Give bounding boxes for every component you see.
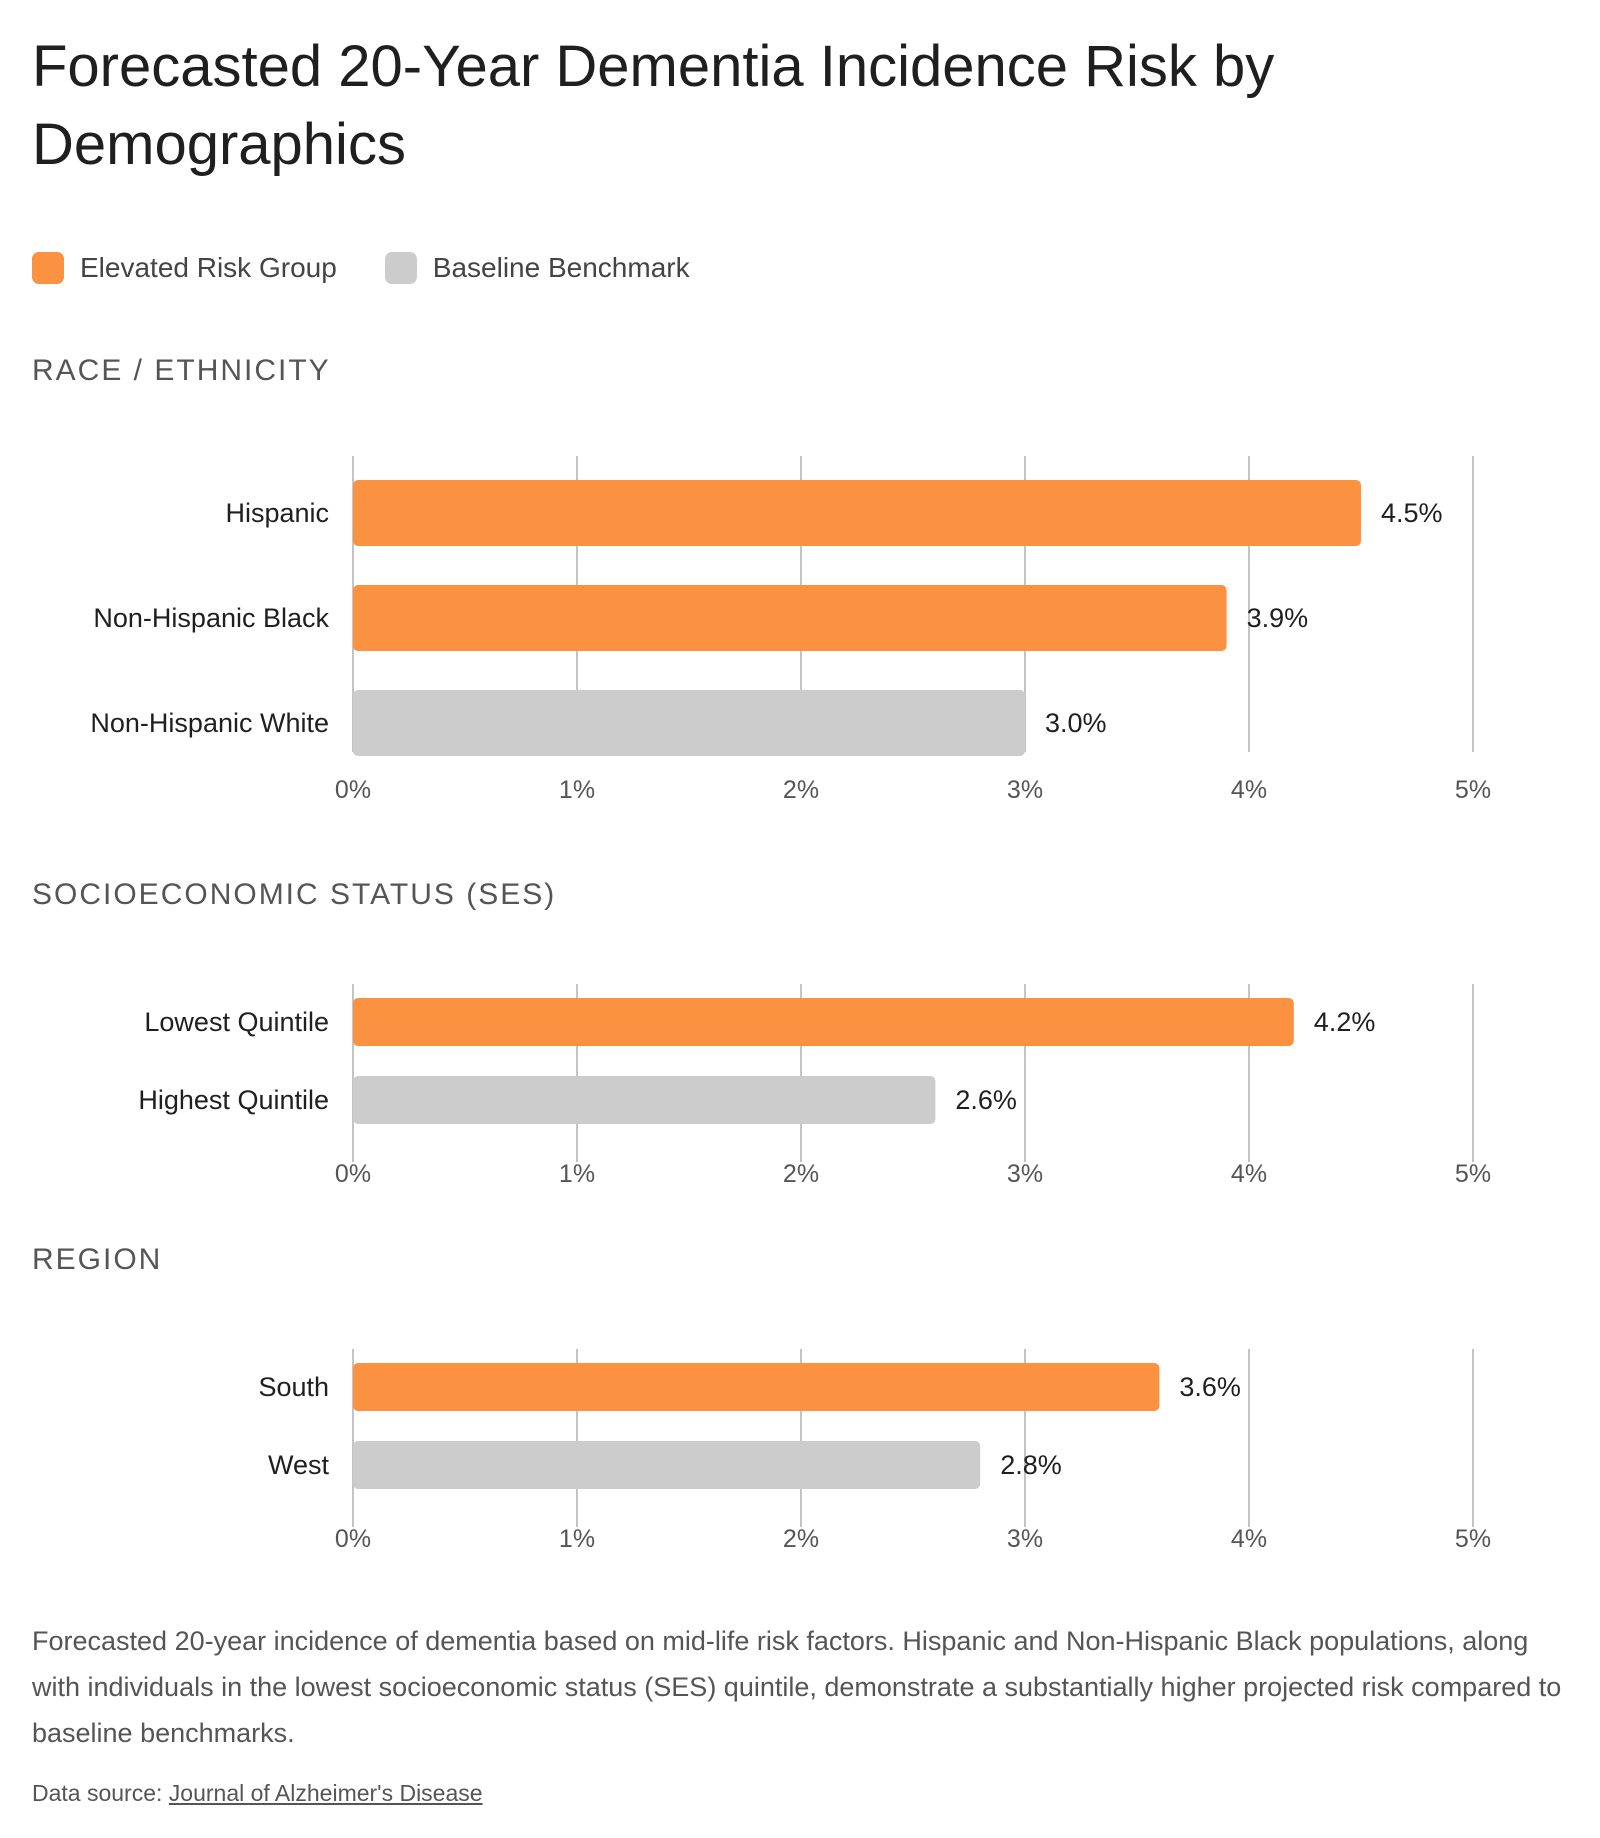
chart-region: 0% 1% 2% 3% 4% 5% South 3.6% West 2.8% — [258, 1349, 1491, 1553]
x-tick-label: 1% — [559, 1160, 595, 1188]
legend: Elevated Risk Group Baseline Benchmark — [32, 250, 690, 286]
value-label-hispanic: 4.5% — [1381, 498, 1443, 528]
category-label-south: South — [258, 1372, 329, 1402]
data-source-prefix: Data source: — [32, 1780, 163, 1806]
bar-non-hispanic-white — [353, 690, 1025, 756]
value-label-south: 3.6% — [1179, 1372, 1241, 1402]
legend-label-baseline: Baseline Benchmark — [432, 252, 690, 283]
x-tick-label: 1% — [559, 1525, 595, 1553]
bar-hispanic — [353, 480, 1361, 546]
chart-title: Forecasted 20-Year Dementia Incidence Ri… — [32, 34, 1275, 177]
value-label-non-hispanic-black: 3.9% — [1247, 603, 1309, 633]
x-tick-label: 5% — [1455, 1160, 1491, 1188]
x-tick-label: 4% — [1231, 776, 1267, 804]
bar-highest-quintile — [353, 1076, 936, 1124]
category-label-west: West — [268, 1450, 330, 1480]
legend-item-baseline: Baseline Benchmark — [384, 252, 690, 284]
category-label-non-hispanic-white: Non-Hispanic White — [90, 708, 329, 738]
legend-item-elevated: Elevated Risk Group — [32, 252, 337, 284]
legend-label-elevated: Elevated Risk Group — [80, 252, 337, 283]
data-source: Data source: Journal of Alzheimer's Dise… — [32, 1780, 483, 1807]
x-tick-label: 4% — [1231, 1525, 1267, 1553]
x-tick-label: 3% — [1007, 1525, 1043, 1553]
x-tick-label: 3% — [1007, 776, 1043, 804]
legend-swatch-baseline — [384, 252, 417, 284]
category-label-hispanic: Hispanic — [225, 498, 329, 528]
x-tick-label: 2% — [783, 1160, 819, 1188]
legend-swatch-elevated — [32, 252, 64, 284]
category-label-lowest-quintile: Lowest Quintile — [144, 1007, 329, 1037]
category-label-highest-quintile: Highest Quintile — [138, 1085, 329, 1115]
x-tick-label: 5% — [1455, 776, 1491, 804]
bar-west — [353, 1441, 981, 1489]
x-tick-label: 4% — [1231, 1160, 1267, 1188]
x-tick-label: 3% — [1007, 1160, 1043, 1188]
value-label-highest-quintile: 2.6% — [955, 1085, 1017, 1115]
section-heading-region: REGION — [32, 1243, 163, 1276]
x-tick-label: 2% — [783, 776, 819, 804]
x-tick-label: 0% — [335, 776, 371, 804]
x-tick-label: 5% — [1455, 1525, 1491, 1553]
x-tick-label: 0% — [335, 1160, 371, 1188]
chart-socioeconomic-status: 0% 1% 2% 3% 4% 5% Lowest Quintile 4.2% Highest Q… — [138, 984, 1491, 1188]
data-source-link[interactable]: Journal of Alzheimer's Disease — [168, 1780, 483, 1806]
section-heading-ses: SOCIOECONOMIC STATUS (SES) — [32, 878, 557, 911]
bar-south — [353, 1363, 1160, 1411]
chart-caption: Forecasted 20-year incidence of dementia… — [32, 1626, 1562, 1748]
x-tick-label: 2% — [783, 1525, 819, 1553]
x-tick-label: 1% — [559, 776, 595, 804]
category-label-non-hispanic-black: Non-Hispanic Black — [93, 603, 329, 633]
bar-non-hispanic-black — [353, 585, 1227, 651]
value-label-west: 2.8% — [1000, 1450, 1062, 1480]
bar-lowest-quintile — [353, 998, 1294, 1046]
chart-race-ethnicity: 0% 1% 2% 3% 4% 5% Hispanic 4.5% Non-Hispanic Bla… — [90, 456, 1491, 804]
section-heading-race: RACE / ETHNICITY — [32, 354, 331, 387]
value-label-non-hispanic-white: 3.0% — [1045, 708, 1107, 738]
x-tick-label: 0% — [335, 1525, 371, 1553]
value-label-lowest-quintile: 4.2% — [1314, 1007, 1376, 1037]
